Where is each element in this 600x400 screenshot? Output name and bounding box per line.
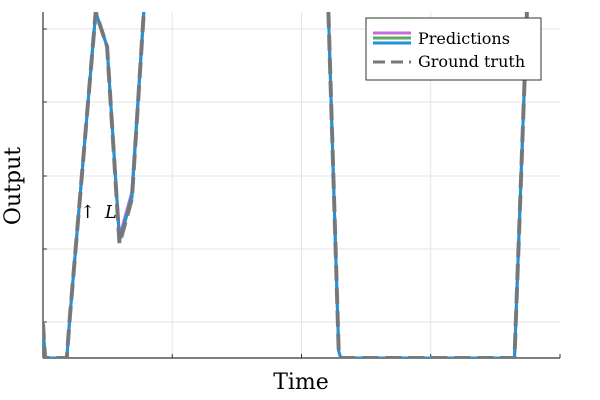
legend: Predictions Ground truth	[365, 17, 542, 81]
svg-text:↑ L: ↑ L	[80, 202, 117, 223]
series-line-2-segment-0	[43, 12, 146, 358]
x-axis-label: Time	[273, 370, 329, 395]
series-line-3-segment-0	[43, 12, 146, 358]
annotation-arrow: ↑	[80, 202, 95, 223]
series-line-1-segment-0	[43, 12, 146, 358]
legend-box	[365, 17, 542, 81]
legend-label-ground-truth: Ground truth	[418, 52, 525, 71]
annotation: ↑ L	[80, 202, 117, 223]
legend-label-predictions: Predictions	[418, 29, 510, 48]
annotation-label: L	[104, 202, 117, 223]
series-line-0-segment-0	[43, 12, 146, 358]
legend-swatch-predictions	[373, 31, 411, 45]
y-axis-label: Output	[1, 147, 26, 225]
